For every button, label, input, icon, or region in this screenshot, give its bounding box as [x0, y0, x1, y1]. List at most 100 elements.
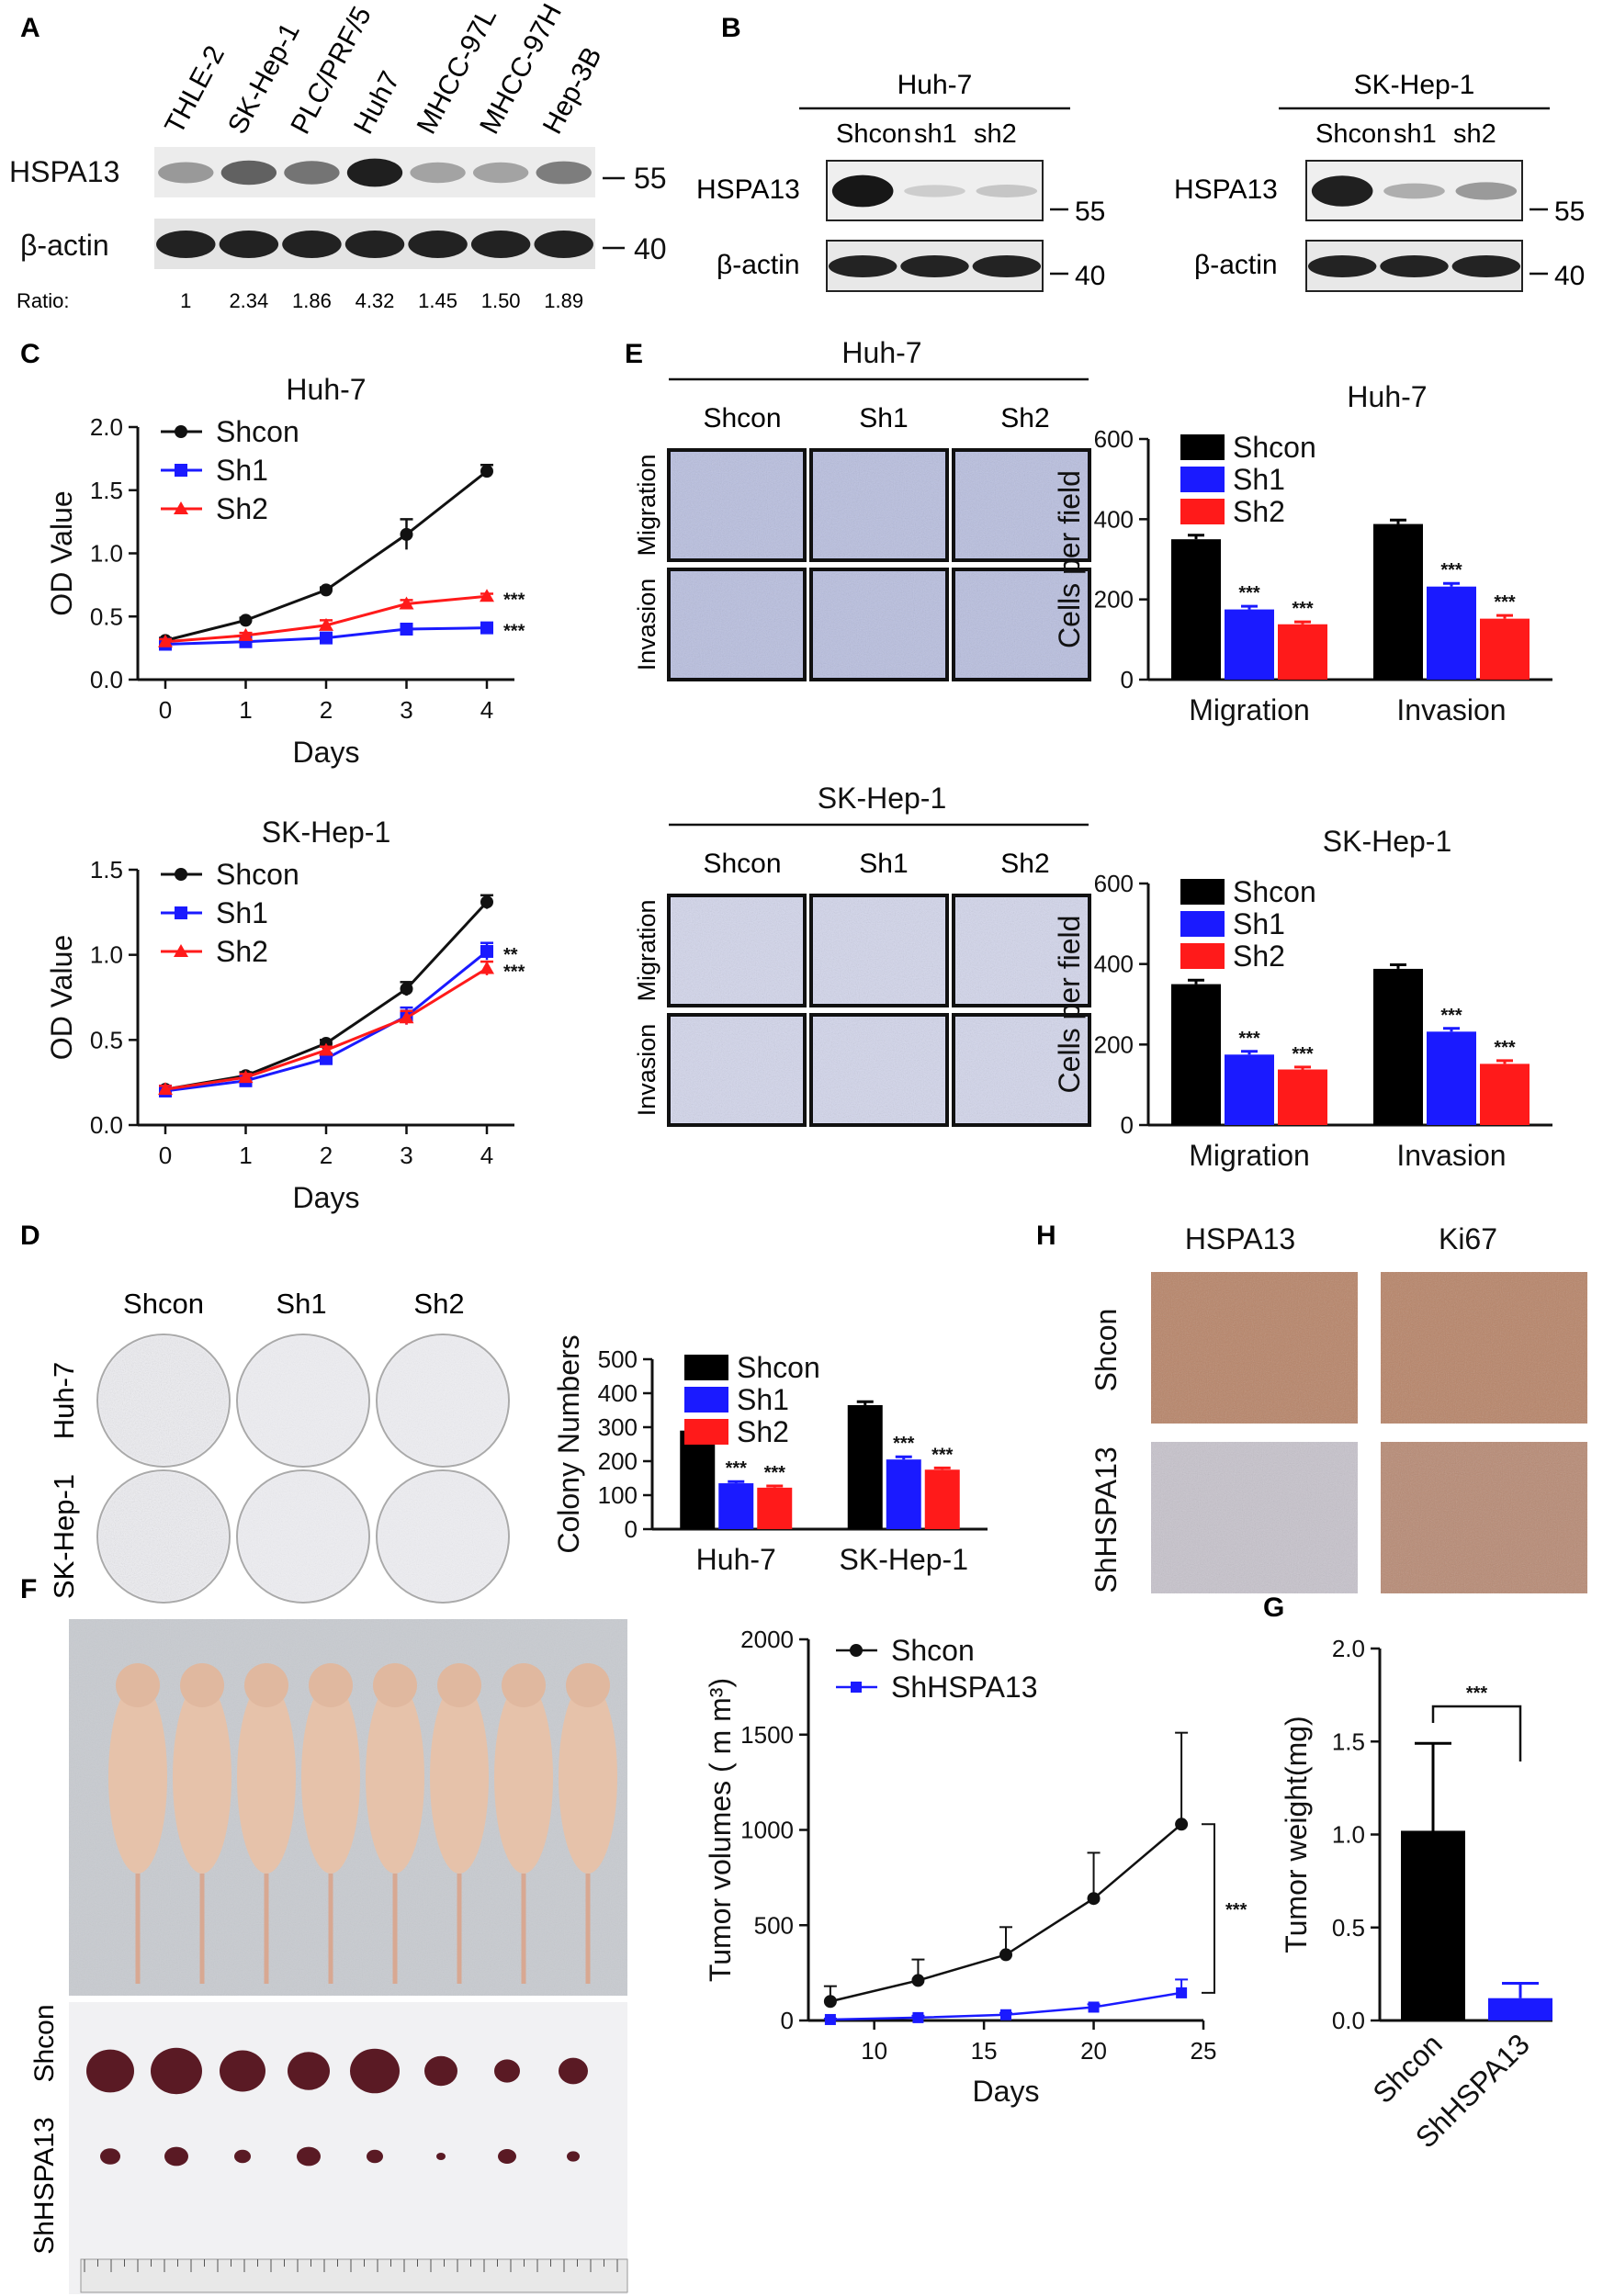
significance-bracket: [1431, 1705, 1522, 1761]
significance-mark: ***: [503, 622, 525, 642]
tumor-shhspa13: [100, 2148, 120, 2165]
colony-texture: [99, 1472, 228, 1601]
legend-swatch: [684, 1387, 728, 1412]
hspa13-band: [346, 158, 403, 187]
legend-marker: [174, 501, 188, 514]
data-point: [480, 961, 494, 974]
category-label: Migration: [1189, 1139, 1310, 1172]
y-tick-label: 600: [1094, 870, 1134, 897]
row-label: Shcon: [29, 2004, 60, 2082]
ratio-label: Ratio:: [17, 289, 69, 312]
actin-band: [470, 231, 531, 258]
panel-e-transwell: Huh-7 Shcon Sh1 Sh2 Migration Invasion SK-Hep-…: [633, 336, 1091, 1127]
data-point: [399, 596, 414, 610]
y-tick-label: 1.0: [90, 941, 123, 969]
significance-mark: **: [503, 945, 518, 965]
blot-title: SK-Hep-1: [1354, 70, 1475, 100]
lane-label: sh1: [914, 119, 957, 149]
row-label: Shcon: [1089, 1309, 1123, 1392]
row-label: Huh-7: [48, 1362, 80, 1439]
data-point: [480, 465, 493, 478]
data-point: [239, 613, 253, 627]
data-point: [480, 589, 494, 602]
data-point: [823, 1995, 837, 2009]
chart-title: Huh-7: [286, 373, 366, 406]
actin-band: [1451, 255, 1521, 277]
data-point: [480, 944, 493, 958]
cell-texture: [814, 1018, 944, 1122]
legend-label: Sh2: [737, 1415, 789, 1448]
legend-swatch: [1180, 943, 1225, 969]
category-label: SK-Hep-1: [840, 1543, 969, 1576]
tumor-shhspa13: [367, 2149, 383, 2164]
tumor-shhspa13: [567, 2151, 580, 2162]
bar: [1225, 609, 1274, 680]
bar: [1488, 1998, 1552, 2020]
cell-texture: [956, 572, 1087, 677]
column-label: Sh1: [859, 403, 908, 433]
column-label: Shcon: [123, 1288, 204, 1320]
y-tick-label: 600: [1094, 425, 1134, 453]
y-tick-label: 0.0: [1332, 2007, 1365, 2034]
actin-band: [972, 255, 1042, 277]
x-tick-label: 2: [320, 1142, 333, 1169]
tumor-shhspa13: [436, 2153, 446, 2160]
data-point: [319, 617, 333, 631]
legend-label: Sh2: [216, 935, 268, 968]
hspa13-band: [536, 161, 592, 185]
y-tick-label: 0: [1121, 666, 1134, 693]
cell-texture: [814, 453, 944, 557]
ratio-value: 1.89: [544, 289, 583, 312]
panel-label-e: E: [625, 339, 643, 369]
y-axis-label: Colony Numbers: [552, 1334, 585, 1553]
row-label: SK-Hep-1: [48, 1474, 80, 1599]
ratio-value: 4.32: [356, 289, 395, 312]
mouse-body: [494, 1681, 553, 1874]
data-point: [1176, 1986, 1188, 1998]
colony-texture: [378, 1336, 507, 1465]
series-line: [164, 950, 488, 1093]
bar: [847, 1404, 883, 1529]
row-label: ShHSPA13: [29, 2117, 60, 2255]
x-tick-label: 3: [400, 696, 412, 724]
mouse-body: [237, 1681, 296, 1874]
data-point: [912, 2011, 924, 2023]
hspa13-band: [1455, 182, 1518, 200]
legend-label: Shcon: [891, 1634, 975, 1667]
bar: [1427, 586, 1476, 680]
y-tick-label: 0: [781, 2007, 794, 2034]
tumor-shcon: [494, 2059, 520, 2083]
chart-e-skhep1: SK-Hep-1 0 200 400 600 Cells per field *** *** M…: [1053, 825, 1552, 1172]
tumor-shhspa13: [164, 2146, 188, 2167]
lane-label: Shcon: [836, 119, 911, 149]
tumor-shhspa13: [234, 2149, 251, 2164]
panel-h-ihc: HSPA13 Ki67 Shcon ShHSPA13: [1089, 1222, 1587, 1593]
ihc-texture: [1381, 1442, 1587, 1593]
significance-mark: ***: [1494, 592, 1516, 613]
bar: [1171, 539, 1221, 680]
row-label-actin: β-actin: [20, 229, 109, 262]
mouse-head: [437, 1663, 481, 1707]
tumor-shcon: [220, 2050, 265, 2092]
actin-band: [344, 231, 405, 258]
x-tick-label: 10: [861, 2037, 887, 2065]
x-axis-label: Days: [293, 1181, 360, 1214]
mouse-body: [108, 1681, 167, 1874]
y-tick-label: 200: [1094, 586, 1134, 613]
lane-label: sh2: [1453, 119, 1496, 149]
legend-marker: [175, 425, 187, 438]
colony-texture: [378, 1472, 507, 1601]
bar: [1373, 523, 1423, 680]
cell-texture: [672, 898, 802, 1003]
column-label: Sh2: [1000, 849, 1049, 879]
lane-label: Hep-3B: [537, 42, 608, 139]
column-label: Sh2: [413, 1288, 464, 1320]
mouse-body: [559, 1681, 617, 1874]
data-point: [480, 895, 493, 909]
panel-a-western-blot: HSPA13 β-actin 55 40 Ratio: THLE-2SK-Hep…: [9, 0, 667, 312]
y-axis-label: Cells per field: [1053, 916, 1086, 1094]
data-point: [1175, 1818, 1189, 1831]
row-label: Invasion: [633, 579, 660, 671]
